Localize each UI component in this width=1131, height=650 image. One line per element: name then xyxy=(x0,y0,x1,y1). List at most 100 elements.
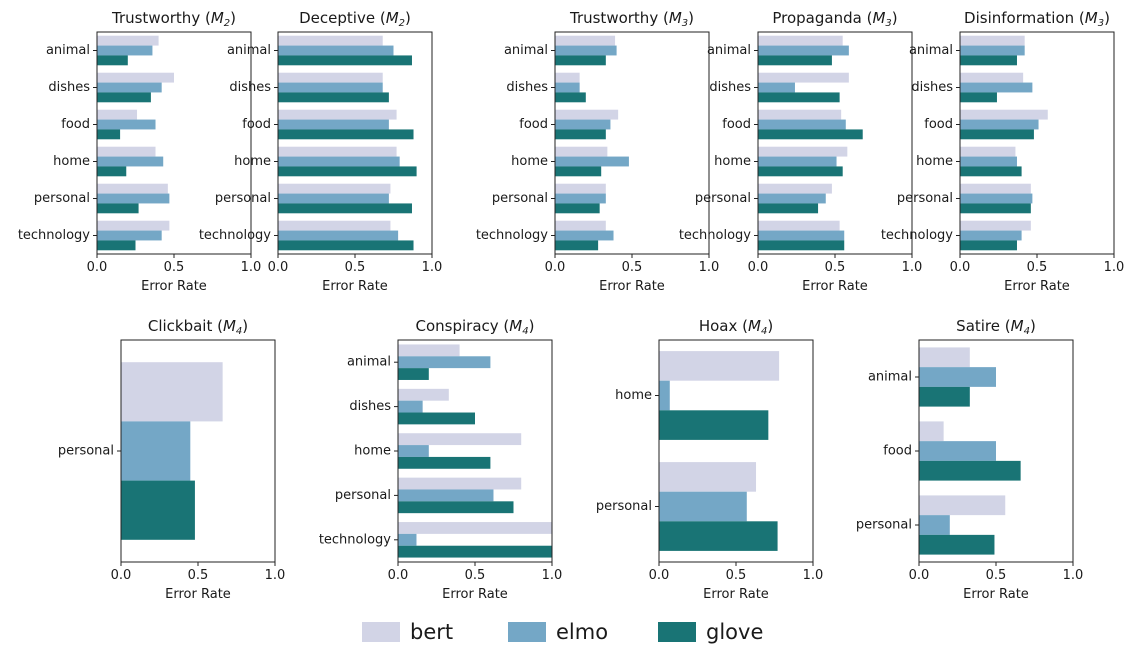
chart-3-bar-technology-bert xyxy=(555,220,606,231)
chart-1-bar-home-glove xyxy=(97,166,127,177)
chart-5-xtick-label-1: 0.5 xyxy=(1027,260,1048,275)
chart-5-bar-home-bert xyxy=(960,146,1016,157)
chart-7-xlabel: Error Rate xyxy=(442,587,508,602)
chart-8-xtick-label-1: 0.5 xyxy=(726,568,747,583)
chart-1-bar-animal-elmo xyxy=(97,45,153,56)
chart-2-ytick-label-personal: personal xyxy=(215,191,271,206)
chart-1-bar-personal-glove xyxy=(97,203,139,214)
chart-9-ytick-label-personal: personal xyxy=(856,518,912,533)
chart-7-bar-home-glove xyxy=(398,456,491,469)
chart-5-bar-technology-bert xyxy=(960,220,1031,231)
chart-2-bar-dishes-bert xyxy=(278,72,383,83)
chart-9-ytick-label-animal: animal xyxy=(868,370,912,385)
chart-5-xlabel: Error Rate xyxy=(1004,279,1070,294)
chart-3-bar-dishes-bert xyxy=(555,72,580,83)
chart-3-bar-personal-bert xyxy=(555,183,606,194)
chart-4-bar-food-glove xyxy=(758,129,863,140)
chart-3-bar-home-bert xyxy=(555,146,608,157)
chart-4-xtick-label-2: 1.0 xyxy=(902,260,923,275)
chart-4-ytick-label-food: food xyxy=(722,117,751,132)
chart-6-xtick-label-1: 0.5 xyxy=(188,568,209,583)
chart-8-title: Hoax (M4) xyxy=(699,317,773,337)
chart-4-bar-animal-elmo xyxy=(758,45,849,56)
chart-5-ytick-label-animal: animal xyxy=(909,43,953,58)
chart-7-bar-home-bert xyxy=(398,433,522,446)
chart-1-bar-personal-bert xyxy=(97,183,168,194)
chart-7-bar-personal-glove xyxy=(398,501,514,514)
chart-4-ytick-label-personal: personal xyxy=(695,191,751,206)
chart-1-title: Trustworthy (M2) xyxy=(111,9,236,29)
chart-2-bar-personal-bert xyxy=(278,183,391,194)
chart-5-title: Disinformation (M3) xyxy=(964,9,1110,29)
chart-1-bar-technology-bert xyxy=(97,220,170,231)
chart-8-xlabel: Error Rate xyxy=(703,587,769,602)
chart-4-xtick-label-0: 0.0 xyxy=(748,260,769,275)
chart-4-bar-technology-glove xyxy=(758,240,845,251)
chart-3-bar-technology-elmo xyxy=(555,230,614,241)
chart-1-bar-animal-glove xyxy=(97,55,128,66)
chart-5-bar-food-glove xyxy=(960,129,1034,140)
chart-5: animal dishes food home personal technology 0.… xyxy=(881,9,1125,294)
chart-1-xtick-label-1: 0.5 xyxy=(164,260,185,275)
chart-5-bar-personal-elmo xyxy=(960,193,1033,204)
chart-5-ytick-label-home: home xyxy=(916,154,953,169)
chart-7-ytick-label-animal: animal xyxy=(347,355,391,370)
chart-1-ytick-label-animal: animal xyxy=(46,43,90,58)
chart-3-ytick-label-technology: technology xyxy=(476,228,548,243)
chart-7-bar-technology-elmo xyxy=(398,533,417,546)
chart-4-bar-dishes-glove xyxy=(758,92,840,103)
chart-1-xtick-label-0: 0.0 xyxy=(87,260,108,275)
chart-9-title: Satire (M4) xyxy=(956,317,1036,337)
chart-2-ytick-label-animal: animal xyxy=(227,43,271,58)
chart-2-bar-dishes-elmo xyxy=(278,82,383,93)
chart-4-bar-home-elmo xyxy=(758,156,837,167)
chart-3-bar-animal-bert xyxy=(555,35,616,46)
chart-3-bar-food-elmo xyxy=(555,119,611,130)
chart-7-bar-dishes-glove xyxy=(398,412,475,425)
chart-5-bar-dishes-bert xyxy=(960,72,1024,83)
chart-2-bar-dishes-glove xyxy=(278,92,389,103)
chart-2-xtick-label-1: 0.5 xyxy=(345,260,366,275)
chart-6-xlabel: Error Rate xyxy=(165,587,231,602)
chart-1-xlabel: Error Rate xyxy=(141,279,207,294)
chart-4-bar-dishes-elmo xyxy=(758,82,795,93)
chart-2: animal dishes food home personal technology 0.… xyxy=(199,9,443,294)
chart-3-xlabel: Error Rate xyxy=(599,279,665,294)
chart-2-bar-food-glove xyxy=(278,129,414,140)
chart-2-bar-personal-glove xyxy=(278,203,412,214)
chart-6-ytick-label-personal: personal xyxy=(58,444,114,459)
chart-5-bar-technology-glove xyxy=(960,240,1017,251)
chart-9-xlabel: Error Rate xyxy=(963,587,1029,602)
chart-9-xtick-label-1: 0.5 xyxy=(986,568,1007,583)
chart-9-xtick-label-2: 1.0 xyxy=(1063,568,1084,583)
chart-3-ytick-label-food: food xyxy=(519,117,548,132)
chart-2-ytick-label-dishes: dishes xyxy=(229,80,271,95)
chart-7-bar-technology-bert xyxy=(398,522,552,534)
legend-swatch-bert xyxy=(362,622,400,642)
chart-8-xtick-label-2: 1.0 xyxy=(803,568,824,583)
legend-swatch-glove xyxy=(658,622,696,642)
chart-2-ytick-label-technology: technology xyxy=(199,228,271,243)
legend-label-bert: bert xyxy=(410,620,454,644)
chart-2-bar-animal-bert xyxy=(278,35,383,46)
legend-swatch-elmo xyxy=(508,622,546,642)
chart-5-bar-home-glove xyxy=(960,166,1022,177)
chart-2-bar-personal-elmo xyxy=(278,193,389,204)
chart-2-title: Deceptive (M2) xyxy=(299,9,411,29)
chart-9-bar-food-elmo xyxy=(919,441,996,461)
chart-2-bar-animal-glove xyxy=(278,55,412,66)
chart-6: personal 0.0 0.5 1.0 Error Rate Clickbait (M4… xyxy=(58,317,285,602)
chart-3-bar-food-glove xyxy=(555,129,606,140)
chart-1: animal dishes food home personal technology 0.… xyxy=(18,9,262,294)
chart-6-xtick-label-0: 0.0 xyxy=(111,568,132,583)
chart-4: animal dishes food home personal technology 0.… xyxy=(679,9,923,294)
chart-1-ytick-label-technology: technology xyxy=(18,228,90,243)
chart-4-bar-animal-glove xyxy=(758,55,832,66)
chart-1-xtick-label-2: 1.0 xyxy=(241,260,262,275)
chart-3-xtick-label-2: 1.0 xyxy=(699,260,720,275)
chart-1-bar-food-elmo xyxy=(97,119,156,130)
chart-5-bar-dishes-glove xyxy=(960,92,997,103)
chart-7-bar-personal-elmo xyxy=(398,489,494,502)
chart-1-bar-home-bert xyxy=(97,146,156,157)
chart-6-bar-personal-glove xyxy=(121,480,195,540)
